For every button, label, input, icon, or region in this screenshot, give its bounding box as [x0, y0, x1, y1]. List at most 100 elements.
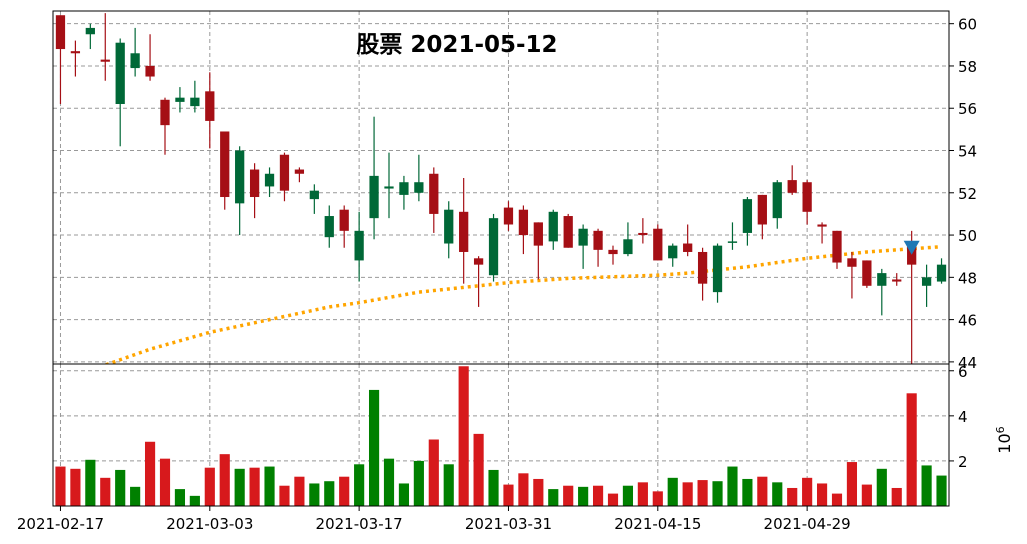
candle [235, 146, 245, 236]
volume-bar [85, 459, 96, 506]
candle [160, 97, 170, 155]
candle-body [892, 279, 902, 282]
volume-bar [772, 482, 783, 506]
x-tick-label: 2021-04-15 [614, 515, 701, 533]
price-y-axis: 44 46 48 50 52 54 56 58 60 [949, 16, 977, 372]
candle-body [936, 264, 947, 282]
candle [683, 224, 693, 257]
candle-body [190, 97, 200, 107]
volume-y-tick-label: 2 [958, 453, 968, 471]
candle-body [130, 53, 140, 69]
candle-body [324, 216, 334, 238]
candle-body [294, 169, 305, 174]
candle-body [757, 194, 767, 225]
candle [623, 222, 633, 257]
volume-bar [607, 493, 619, 506]
volume-bar [339, 476, 350, 506]
candle-body [817, 224, 827, 227]
volume-bar [294, 476, 305, 506]
candle [339, 205, 349, 248]
price-y-tick-label: 50 [958, 227, 977, 245]
price-y-tick-label: 46 [958, 312, 977, 330]
candle [787, 165, 797, 195]
candle-body [608, 249, 618, 255]
candle-body [220, 131, 230, 198]
volume-bar-series [55, 366, 947, 506]
volume-bar [548, 489, 559, 506]
chart-title: 股票 2021-05-12 [356, 32, 557, 58]
candle-body [802, 182, 812, 212]
candle [593, 228, 603, 267]
candle-body [683, 243, 693, 252]
candle-body [638, 232, 648, 236]
volume-bar [533, 478, 544, 506]
candle-body [563, 216, 573, 248]
volume-bar [443, 464, 454, 506]
candle-body [862, 260, 872, 286]
candle-body [249, 169, 260, 198]
candle-body [339, 209, 349, 231]
volume-bar [921, 465, 932, 506]
candle-body [175, 97, 185, 102]
candle-body [384, 186, 394, 189]
volume-bar [159, 458, 171, 506]
candle [100, 13, 110, 81]
volume-bar [861, 484, 872, 506]
candlestick-series [55, 13, 947, 364]
candle-body [548, 211, 558, 242]
candle [130, 27, 140, 77]
volume-bar [592, 485, 604, 506]
candle [653, 224, 663, 261]
price-y-tick-label: 58 [958, 58, 977, 76]
candle [921, 264, 932, 307]
candle-body [623, 239, 633, 255]
volume-gridlines [53, 364, 949, 506]
price-panel: 44 46 48 50 52 54 56 58 60 股票 2021-05-12 [52, 10, 977, 372]
volume-bar [906, 393, 917, 506]
candle-body [847, 258, 857, 267]
candle [264, 167, 275, 198]
price-y-tick-label: 52 [958, 185, 977, 203]
candle [444, 201, 454, 259]
candle-body [55, 15, 66, 50]
candle [473, 256, 484, 307]
volume-y-tick-label: 6 [958, 363, 968, 381]
candle-body [921, 277, 932, 286]
volume-panel: 2 4 6 106 [52, 363, 1014, 507]
candle [279, 152, 290, 202]
candle [175, 87, 185, 113]
signal-marker-triangle [903, 240, 920, 255]
candle-body [697, 251, 708, 284]
volume-bar [742, 478, 753, 506]
candle [354, 211, 364, 282]
volume-bar [622, 485, 634, 506]
candle-body [160, 99, 170, 126]
volume-bar [398, 483, 410, 506]
candle [832, 230, 842, 269]
volume-bar [249, 467, 260, 506]
volume-y-tick-label: 4 [958, 408, 968, 426]
volume-bar [787, 487, 798, 506]
volume-bar [503, 484, 514, 506]
candle-body [712, 245, 723, 293]
volume-bar [234, 468, 245, 506]
volume-bar [130, 486, 141, 506]
candle [877, 268, 887, 316]
candle-body [503, 207, 514, 225]
candle-body [473, 258, 484, 265]
candle [817, 222, 827, 244]
volume-bar [816, 483, 828, 506]
price-y-tick-label: 54 [958, 143, 977, 161]
volume-y-axis: 2 4 6 [949, 363, 968, 471]
candle [862, 260, 872, 288]
volume-bar [428, 439, 439, 506]
candle [145, 34, 155, 81]
signal-marker [903, 240, 920, 255]
candle [369, 116, 379, 240]
volume-bar [473, 433, 484, 506]
candle [85, 23, 95, 50]
candle-body [772, 182, 782, 219]
volume-scale-label: 106 [994, 426, 1014, 453]
candle [533, 222, 543, 280]
volume-bar [174, 489, 186, 506]
